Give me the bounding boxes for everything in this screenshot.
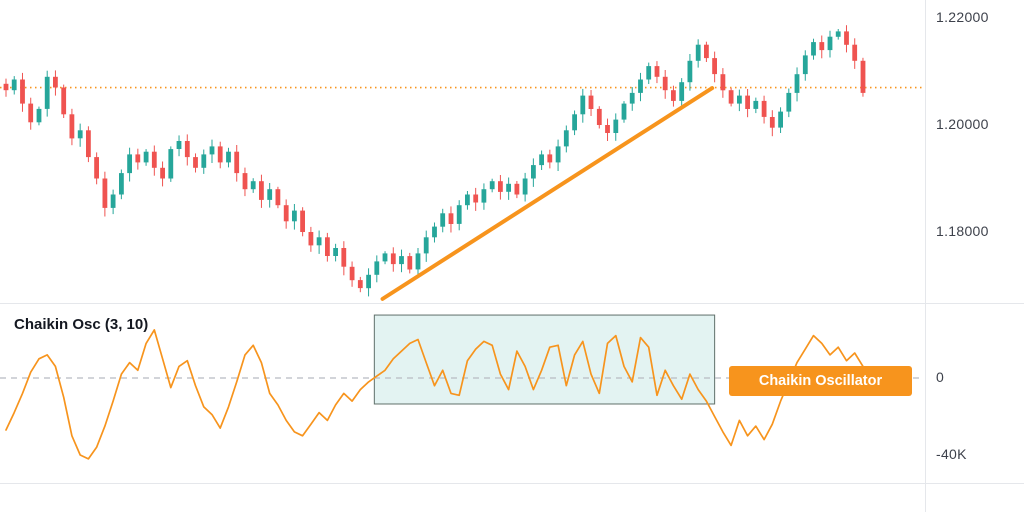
price-axis-label: 1.18000: [936, 223, 989, 239]
trendline-annotation[interactable]: [380, 86, 715, 301]
candlestick-series: [3, 25, 866, 297]
highlight-box-annotation[interactable]: [373, 314, 716, 405]
price-axis-label: 1.22000: [936, 9, 989, 25]
oscillator-axis-label: 0: [936, 369, 945, 385]
indicator-title[interactable]: Chaikin Osc (3, 10): [14, 316, 149, 333]
oscillator-line: [5, 329, 864, 460]
oscillator-axis-label: -40K: [936, 446, 967, 462]
price-axis-label: 1.20000: [936, 116, 989, 132]
chaikin-oscillator-badge[interactable]: Chaikin Oscillator: [729, 366, 912, 396]
